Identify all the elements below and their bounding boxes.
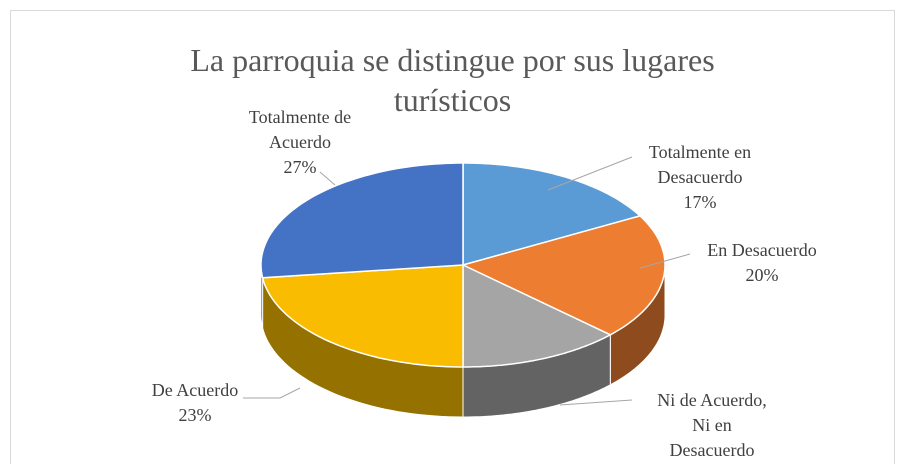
leader-line	[639, 253, 691, 269]
data-label-value: 20%	[745, 265, 779, 285]
data-label-category: Totalmente de Acuerdo	[248, 107, 352, 152]
data-label-value: 17%	[683, 192, 717, 212]
data-label-value: 27%	[283, 157, 317, 177]
data-label-category: Totalmente en Desacuerdo	[648, 142, 752, 187]
pie-slice	[260, 162, 464, 279]
data-label-category: De Acuerdo	[151, 380, 239, 400]
pie-slice	[460, 215, 666, 336]
pie-slice	[261, 264, 464, 368]
pie-slice	[462, 162, 642, 266]
leader-line	[547, 156, 633, 191]
leader-line	[559, 399, 633, 406]
pie-slice	[462, 263, 612, 368]
chart-border	[10, 10, 895, 464]
leader-line	[319, 171, 336, 186]
data-label-category: Ni de Acuerdo, Ni en Desacuerdo	[657, 390, 767, 460]
leader-line	[243, 387, 301, 399]
data-label-category: En Desacuerdo	[707, 240, 817, 260]
data-label-value: 23%	[178, 405, 212, 425]
chart-title: La parroquia se distingue por sus lugare…	[190, 42, 715, 118]
